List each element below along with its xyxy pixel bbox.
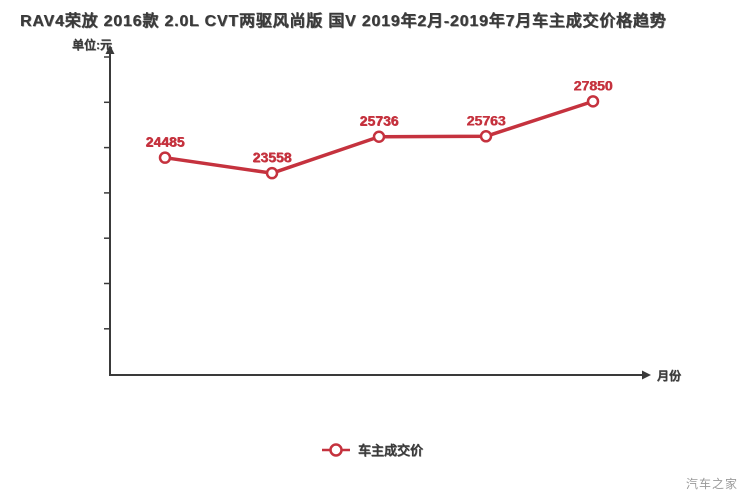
data-point-label: 23558 [253,149,292,165]
legend: 车主成交价 [0,440,744,459]
data-point-marker [158,151,172,164]
watermark-autohome: 汽车之家 [685,477,738,491]
y-axis-unit-label: 单位:元 [72,38,112,52]
data-point-label: 24485 [146,134,185,150]
data-point-label: 27850 [574,77,613,93]
x-axis-arrow-icon [642,370,651,380]
x-axis-label: 月份 [657,369,682,383]
chart-title: RAV4荣放 2016款 2.0L CVT两驱风尚版 国V 2019年2月-20… [20,13,667,30]
data-point-marker [586,95,600,108]
data-point-label: 25736 [360,113,399,129]
data-point-marker [372,130,386,143]
y-axis-arrow-icon [105,45,115,54]
legend-line-marker-icon [321,442,350,457]
data-point-marker [479,130,493,143]
data-point-marker [265,166,279,180]
legend-label: 车主成交价 [357,443,423,458]
data-point-label: 25763 [467,112,506,128]
